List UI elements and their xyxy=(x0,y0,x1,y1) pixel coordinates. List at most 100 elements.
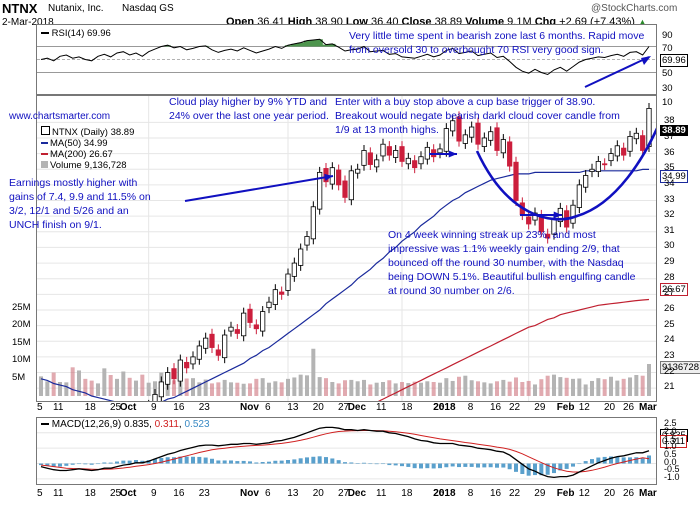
volume-bar xyxy=(45,381,50,396)
macd-histogram-bar xyxy=(590,459,594,464)
macd-histogram-bar xyxy=(507,463,512,470)
volume-bar xyxy=(564,377,569,396)
x-macd-tick-mar: Mar xyxy=(639,488,657,499)
volume-bar xyxy=(248,383,252,396)
x-macd-tick-16: 16 xyxy=(173,488,185,499)
volume-bar xyxy=(558,377,563,396)
candle-body xyxy=(367,152,373,165)
candle-body xyxy=(152,394,158,401)
rsi-value-box: 69.96 xyxy=(660,54,688,67)
x-price-tick-mar: Mar xyxy=(639,402,657,413)
x-macd-tick-5: 5 xyxy=(37,488,43,499)
volume-bar xyxy=(640,375,645,396)
rsi-annotation: Very little time spent in bearish zone l… xyxy=(349,30,645,56)
legend-volume: Volume 9,136,728 xyxy=(41,160,134,171)
macd-histogram-bar xyxy=(533,463,537,476)
rsi-line xyxy=(40,38,650,76)
x-macd-tick-6: 6 xyxy=(265,488,271,499)
x-macd-tick-9: 9 xyxy=(151,488,157,499)
streak-annotation: On 4 week winning streak up 23%, and mos… xyxy=(388,229,636,297)
volume-value-box: 9136728 xyxy=(660,361,700,374)
volume-bar xyxy=(140,374,145,396)
price-tick-32: 32 xyxy=(664,209,675,221)
macd-histogram-bar xyxy=(438,463,442,469)
macd-histogram-bar xyxy=(115,461,119,464)
macd-histogram-bar xyxy=(102,462,107,464)
price-plot xyxy=(37,96,656,401)
macd-histogram-bar xyxy=(419,463,423,469)
x-price-tick-27: 27 xyxy=(338,402,350,413)
volume-bar xyxy=(153,381,157,396)
candle-body xyxy=(215,349,221,356)
macd-histogram-bar xyxy=(558,463,563,471)
candle-body xyxy=(399,146,405,162)
macd-histogram-bar xyxy=(368,463,373,465)
macd-histogram-bar xyxy=(273,460,278,464)
macd-histogram-bar xyxy=(647,455,651,464)
volume-bar xyxy=(628,377,632,396)
candle-body xyxy=(222,334,228,359)
x-price-tick-12: 12 xyxy=(578,402,590,413)
macd-tick-2.0: 2.0 xyxy=(664,425,677,436)
candle-body xyxy=(405,157,411,165)
volume-bar xyxy=(311,348,316,396)
candle-body xyxy=(462,134,468,144)
volume-bar xyxy=(615,380,620,396)
x-price-tick-13: 13 xyxy=(287,402,299,413)
macd-histogram-bar xyxy=(476,463,480,468)
volume-bar xyxy=(501,379,506,396)
candle-body xyxy=(380,143,386,157)
macd-histogram-bar xyxy=(355,463,360,464)
rsi-tick-10: 10 xyxy=(662,97,673,108)
macd-histogram-bar xyxy=(583,461,588,464)
candle-body xyxy=(158,381,164,398)
x-macd-tick-23: 23 xyxy=(198,488,210,499)
candle-body xyxy=(317,171,323,210)
candle-body xyxy=(500,139,506,154)
ma200-value-box: 26.67 xyxy=(660,283,688,296)
earnings-arrow-head xyxy=(324,173,333,181)
volume-bar xyxy=(89,380,94,396)
ma50-swatch-icon xyxy=(41,142,48,145)
website-label: www.chartsmarter.com xyxy=(9,111,111,122)
volume-bar xyxy=(552,374,556,396)
candle-body xyxy=(285,273,291,291)
macd-histogram-bar xyxy=(514,463,518,472)
x-macd-tick-18: 18 xyxy=(84,488,96,499)
rsi-label: RSI(14) 69.96 xyxy=(51,28,111,39)
macd-histogram-bar xyxy=(596,457,601,464)
legend-ma50-label: MA(50) 34.99 xyxy=(50,138,108,149)
ticker-symbol: NTNX xyxy=(2,1,38,16)
volume-bar xyxy=(191,378,195,396)
macd-histogram-bar xyxy=(241,460,246,464)
x-price-tick-8: 8 xyxy=(467,402,474,413)
cup-base-curve xyxy=(475,127,656,221)
volume-bar xyxy=(235,382,240,396)
volume-bar xyxy=(77,370,81,396)
macd-histogram-bar xyxy=(400,463,404,467)
x-price-tick-6: 6 xyxy=(265,402,271,413)
candle-body xyxy=(374,159,380,168)
price-panel: www.chartsmarter.com NTNX (Daily) 38.89 … xyxy=(9,95,657,402)
x-macd-tick-11: 11 xyxy=(53,488,64,499)
price-tick-22: 22 xyxy=(664,365,675,377)
macd-histogram-bar xyxy=(444,463,449,468)
candle-body xyxy=(171,368,177,380)
macd-tick-1.0: 1.0 xyxy=(664,441,677,452)
candle-body xyxy=(241,312,247,337)
breakout-arrow-head xyxy=(448,150,457,158)
price-legend: NTNX (Daily) 38.89 MA(50) 34.99 MA(200) … xyxy=(41,126,134,171)
legend-main-label: NTNX (Daily) 38.89 xyxy=(52,127,135,138)
x-price-tick-26: 26 xyxy=(623,402,635,413)
macd-histogram-bar xyxy=(83,463,88,465)
macd-value-3: 0.523 xyxy=(184,419,210,430)
rsi-tick-30: 30 xyxy=(662,83,673,94)
volume-bar xyxy=(222,379,227,396)
volume-bar xyxy=(596,378,601,396)
legend-volume-label: Volume 9,136,728 xyxy=(50,160,127,171)
x-macd-tick-27: 27 xyxy=(338,488,350,499)
volume-bar xyxy=(216,382,221,396)
macd-histogram-bar xyxy=(70,463,75,465)
legend-ma200-label: MA(200) 26.67 xyxy=(50,149,113,160)
macd-histogram-bar xyxy=(235,461,240,464)
